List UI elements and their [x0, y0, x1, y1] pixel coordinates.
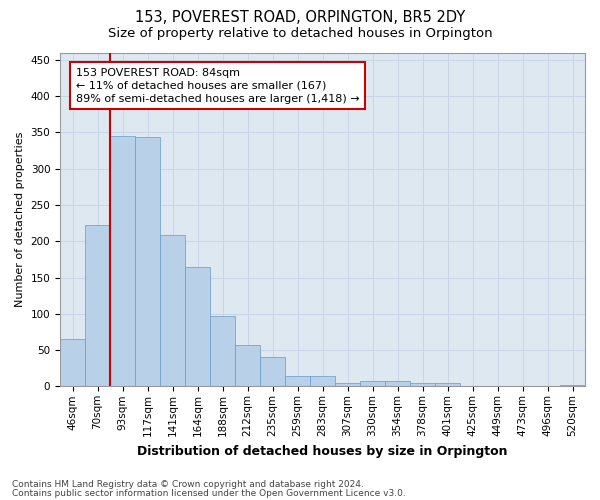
Text: Size of property relative to detached houses in Orpington: Size of property relative to detached ho… — [107, 28, 493, 40]
Bar — [260, 358, 285, 386]
Bar — [160, 236, 185, 386]
Bar — [135, 136, 160, 386]
X-axis label: Distribution of detached houses by size in Orpington: Distribution of detached houses by size … — [137, 444, 508, 458]
Y-axis label: Number of detached properties: Number of detached properties — [15, 132, 25, 307]
Bar — [110, 136, 135, 386]
Text: Contains HM Land Registry data © Crown copyright and database right 2024.: Contains HM Land Registry data © Crown c… — [12, 480, 364, 489]
Bar — [210, 316, 235, 386]
Bar — [185, 266, 210, 386]
Bar — [235, 345, 260, 387]
Bar — [435, 384, 460, 386]
Bar — [60, 339, 85, 386]
Bar — [310, 376, 335, 386]
Text: 153, POVEREST ROAD, ORPINGTON, BR5 2DY: 153, POVEREST ROAD, ORPINGTON, BR5 2DY — [135, 10, 465, 25]
Text: 153 POVEREST ROAD: 84sqm
← 11% of detached houses are smaller (167)
89% of semi-: 153 POVEREST ROAD: 84sqm ← 11% of detach… — [76, 68, 359, 104]
Bar — [85, 226, 110, 386]
Bar — [285, 376, 310, 386]
Text: Contains public sector information licensed under the Open Government Licence v3: Contains public sector information licen… — [12, 489, 406, 498]
Bar — [385, 382, 410, 386]
Bar — [410, 383, 435, 386]
Bar — [360, 382, 385, 386]
Bar — [335, 383, 360, 386]
Bar — [560, 385, 585, 386]
